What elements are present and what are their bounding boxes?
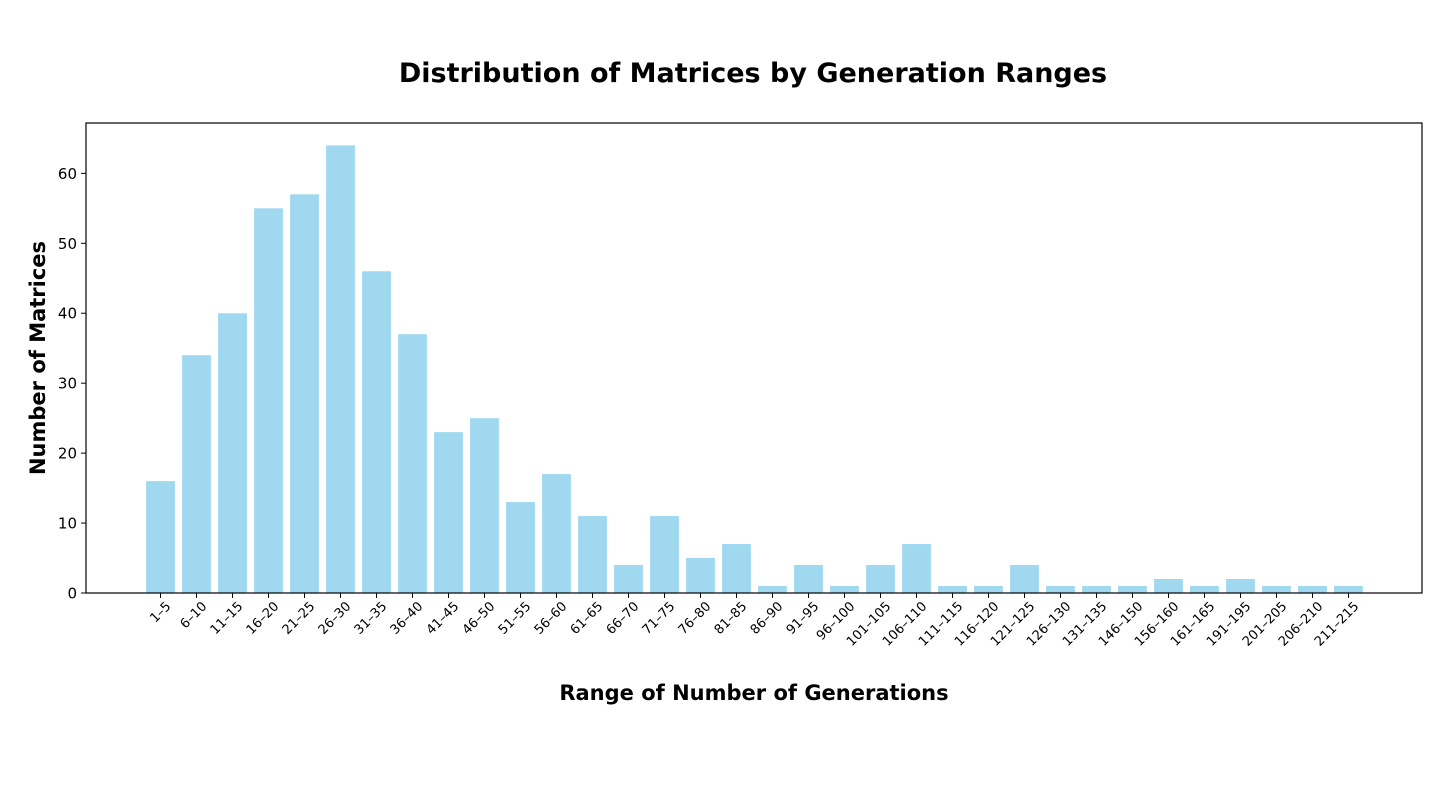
- bars: [146, 145, 1363, 593]
- bar: [1190, 586, 1219, 593]
- bar: [326, 145, 355, 593]
- bar: [362, 271, 391, 593]
- x-axis-label: Range of Number of Generations: [559, 681, 948, 705]
- y-tick-label: 60: [58, 165, 77, 183]
- x-tick-label: 26–30: [316, 599, 355, 638]
- x-tick-label: 16–20: [244, 599, 283, 638]
- y-tick-label: 10: [58, 515, 77, 533]
- y-axis-label: Number of Matrices: [26, 241, 50, 475]
- bar: [686, 558, 715, 593]
- bar: [902, 544, 931, 593]
- bar: [1118, 586, 1147, 593]
- bar: [938, 586, 967, 593]
- y-tick-label: 30: [58, 375, 77, 393]
- x-tick-label: 81–85: [712, 599, 751, 638]
- bar: [290, 194, 319, 593]
- bar: [434, 432, 463, 593]
- bar: [1334, 586, 1363, 593]
- y-tick-label: 40: [58, 305, 77, 323]
- x-tick-label: 31–35: [352, 599, 391, 638]
- x-tick-label: 86–90: [748, 599, 787, 638]
- x-tick-label: 51–55: [496, 599, 535, 638]
- x-tick-label: 61–65: [568, 599, 607, 638]
- bar: [1298, 586, 1327, 593]
- bar: [578, 516, 607, 593]
- y-tick-label: 0: [67, 585, 77, 603]
- plot-frame: [85, 122, 1423, 594]
- bar: [146, 481, 175, 593]
- bar: [506, 502, 535, 593]
- y-axis-ticks: 0 10 20 30 40 50 60: [58, 165, 86, 603]
- bar: [218, 313, 247, 593]
- bar: [1262, 586, 1291, 593]
- x-tick-label: 71–75: [640, 599, 679, 638]
- bar: [758, 586, 787, 593]
- bar: [830, 586, 859, 593]
- x-tick-label: 66–70: [604, 599, 643, 638]
- x-tick-label: 21–25: [280, 599, 319, 638]
- chart-title: Distribution of Matrices by Generation R…: [399, 58, 1107, 89]
- y-tick-label: 20: [58, 445, 77, 463]
- bar: [866, 565, 895, 593]
- bar: [974, 586, 1003, 593]
- bar: [614, 565, 643, 593]
- bar: [722, 544, 751, 593]
- bar: [182, 355, 211, 593]
- x-tick-label: 36–40: [388, 599, 427, 638]
- x-tick-label: 76–80: [676, 599, 715, 638]
- bar: [1046, 586, 1075, 593]
- x-tick-label: 6–10: [178, 599, 211, 632]
- y-tick-label: 50: [58, 235, 77, 253]
- bar: [254, 208, 283, 593]
- bar: [1226, 579, 1255, 593]
- x-tick-label: 46–50: [460, 599, 499, 638]
- bar: [1154, 579, 1183, 593]
- bar: [1082, 586, 1111, 593]
- bar: [470, 418, 499, 593]
- x-tick-label: 11–15: [208, 599, 247, 638]
- bar: [794, 565, 823, 593]
- x-tick-label: 56–60: [532, 599, 571, 638]
- bar: [650, 516, 679, 593]
- x-axis-ticks: 1–5 6–1011–1516–2021–2526–3031–3536–4041–…: [147, 593, 1362, 650]
- bar: [398, 334, 427, 593]
- x-tick-label: 1–5: [147, 599, 174, 626]
- bar: [542, 474, 571, 593]
- x-tick-label: 41–45: [424, 599, 463, 638]
- bar: [1010, 565, 1039, 593]
